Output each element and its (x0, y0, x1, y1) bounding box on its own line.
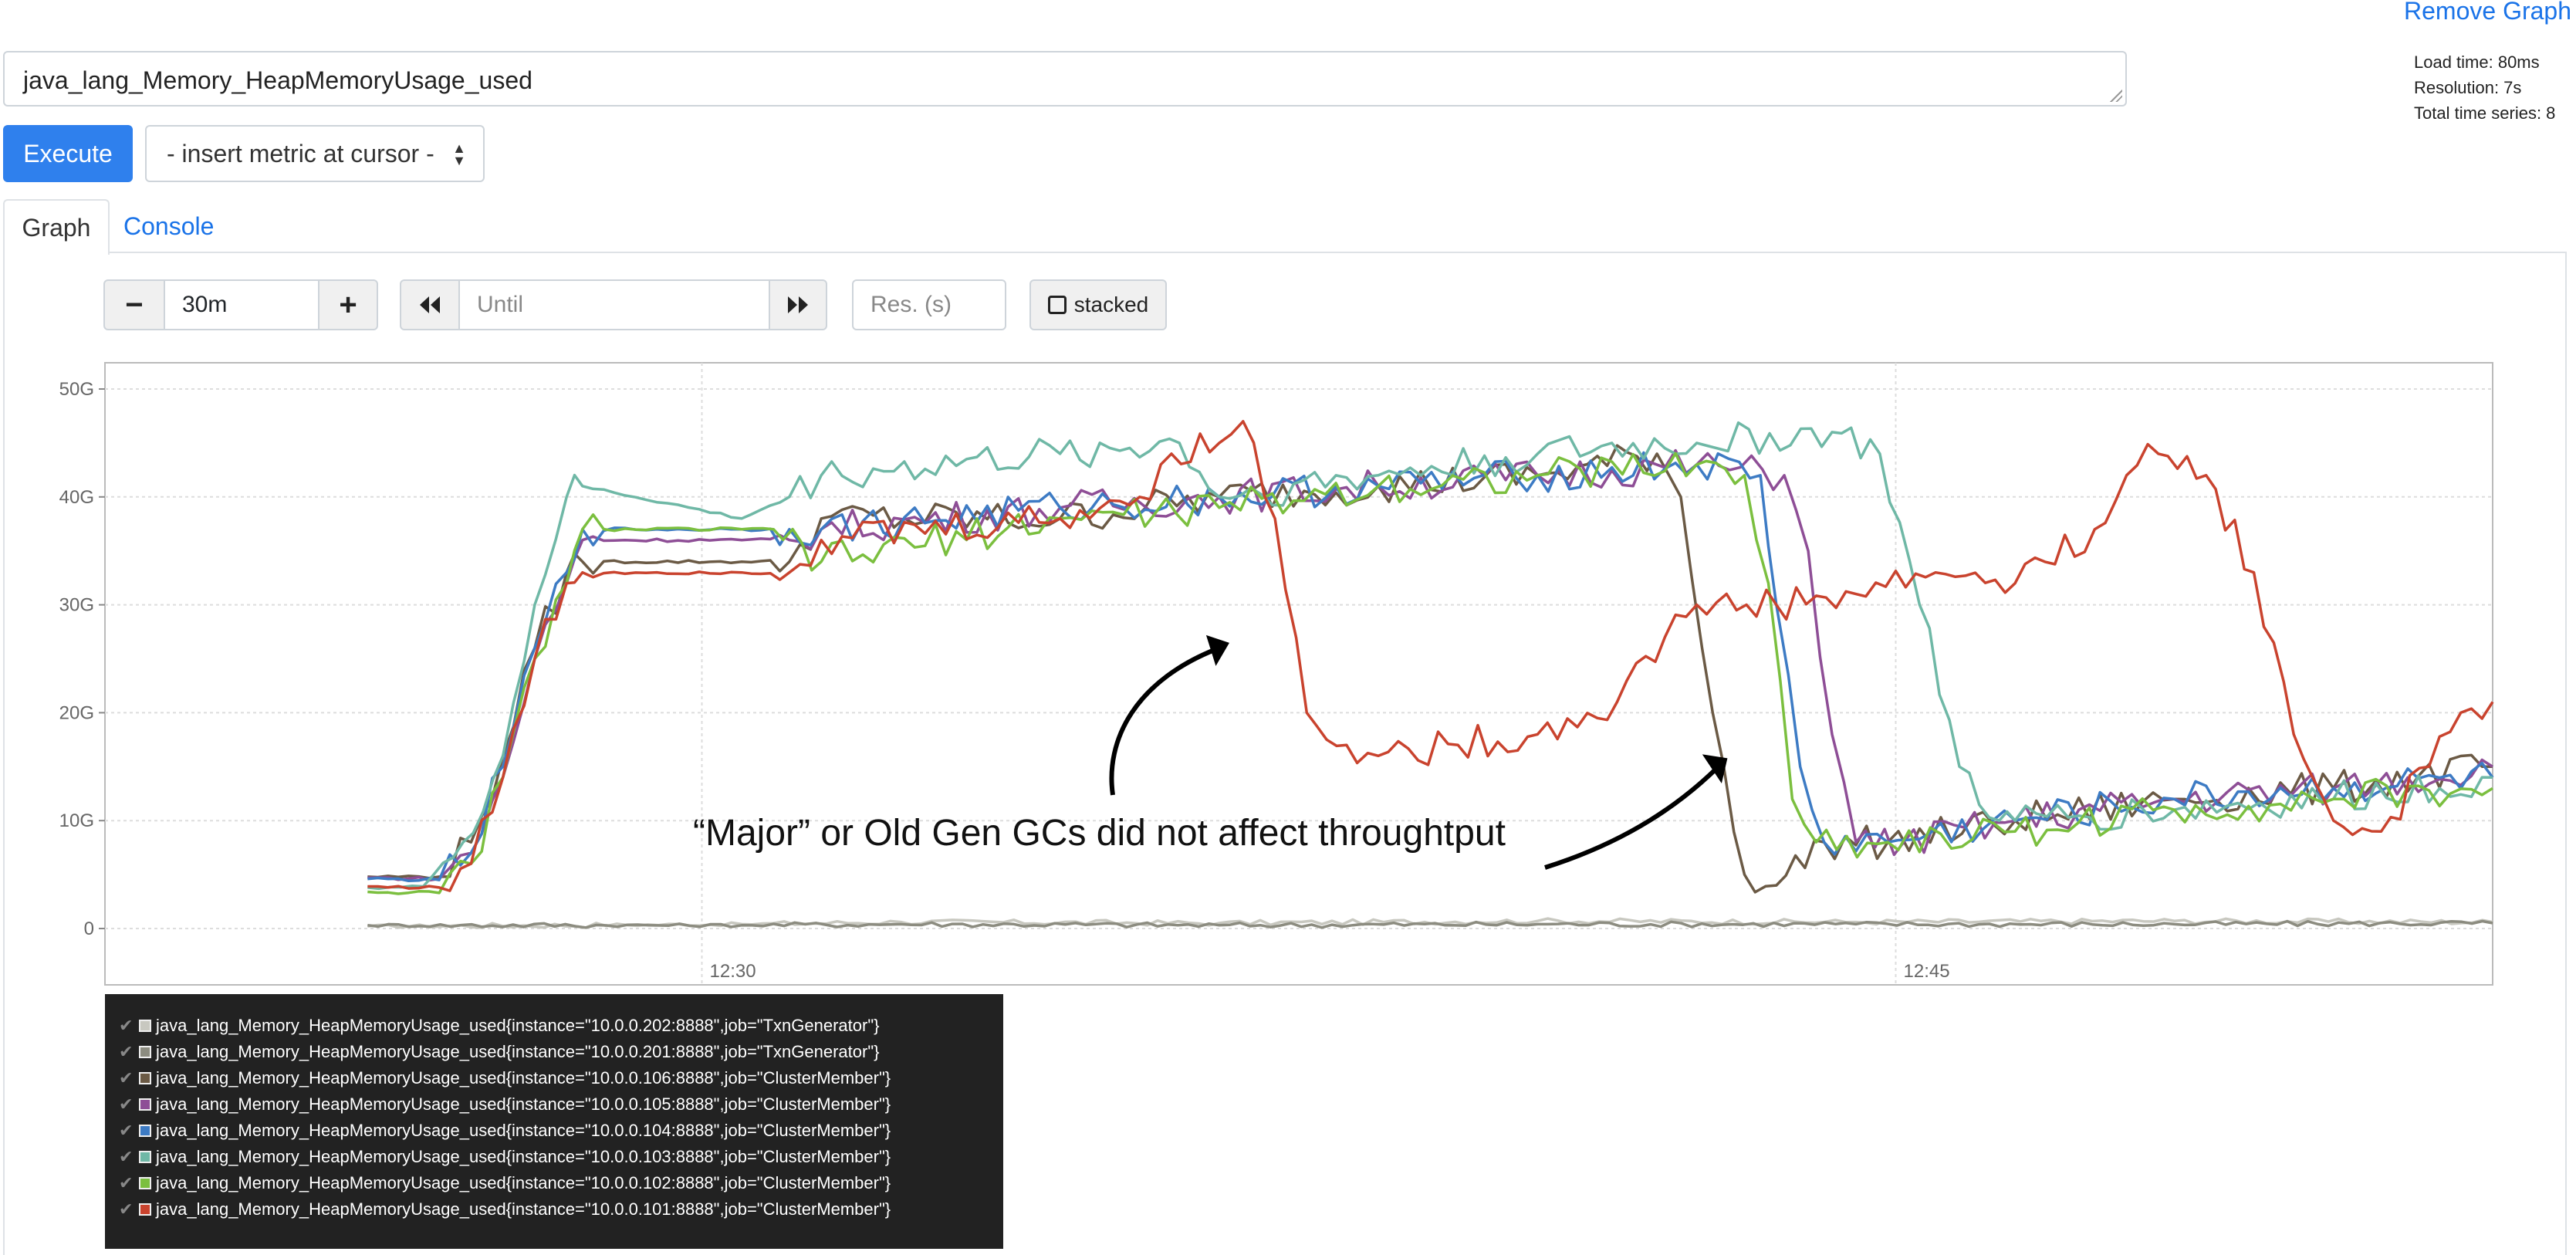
time-back-button[interactable] (400, 279, 460, 330)
legend-item[interactable]: ✔ java_lang_Memory_HeapMemoryUsage_used{i… (119, 1065, 1003, 1091)
legend-label: java_lang_Memory_HeapMemoryUsage_used{in… (156, 1199, 891, 1219)
y-tick-label: 0 (84, 918, 94, 939)
query-stats: Load time: 80ms Resolution: 7s Total tim… (2414, 49, 2555, 126)
checkmark-icon: ✔ (119, 1199, 134, 1219)
series-line (367, 421, 2493, 891)
heap-usage-chart: 50G 40G 30G 20G 10G 0 12:30 12:45 (59, 362, 2494, 986)
y-tick-label: 20G (59, 702, 94, 723)
select-arrows-icon: ▲ ▼ (452, 140, 466, 168)
gc-annotation-text: “Major” or Old Gen GCs did not affect th… (693, 813, 1506, 854)
series-swatch (139, 1046, 151, 1058)
checkmark-icon: ✔ (119, 1016, 134, 1035)
resolution-input[interactable]: Res. (s) (852, 279, 1006, 330)
y-tick-label: 30G (59, 595, 94, 616)
legend-label: java_lang_Memory_HeapMemoryUsage_used{in… (156, 1147, 891, 1166)
legend-item[interactable]: ✔ java_lang_Memory_HeapMemoryUsage_used{i… (119, 1091, 1003, 1118)
y-tick-label: 40G (59, 487, 94, 508)
y-tick-label: 10G (59, 810, 94, 831)
until-input[interactable]: Until (458, 279, 770, 330)
expression-text: java_lang_Memory_HeapMemoryUsage_used (23, 66, 532, 94)
checkmark-icon: ✔ (119, 1173, 134, 1192)
double-left-chevron-icon (420, 296, 440, 313)
remove-graph-link[interactable]: Remove Graph (2404, 0, 2571, 25)
stacked-label: stacked (1073, 293, 1149, 316)
tab-graph[interactable]: Graph (3, 199, 110, 255)
range-input[interactable]: 30m (164, 279, 319, 330)
legend-label: java_lang_Memory_HeapMemoryUsage_used{in… (156, 1173, 891, 1192)
series-line (367, 444, 2493, 894)
annotation-arrows (1109, 634, 1728, 870)
series-swatch (139, 1098, 151, 1111)
execute-button[interactable]: Execute (3, 125, 133, 182)
resolution-text: Resolution: 7s (2414, 78, 2522, 97)
graph-panel (3, 252, 2567, 1255)
insert-metric-label: - insert metric at cursor - (167, 139, 434, 167)
checkbox-icon (1047, 296, 1067, 314)
checkmark-icon: ✔ (119, 1121, 134, 1140)
time-forward-button[interactable] (769, 279, 827, 330)
legend-label: java_lang_Memory_HeapMemoryUsage_used{in… (156, 1068, 891, 1088)
series-swatch (139, 1020, 151, 1032)
load-time-text: Load time: 80ms (2414, 52, 2540, 72)
double-right-chevron-icon (788, 296, 808, 313)
legend-label: java_lang_Memory_HeapMemoryUsage_used{in… (156, 1094, 891, 1114)
legend-item[interactable]: ✔ java_lang_Memory_HeapMemoryUsage_used{i… (119, 1196, 1003, 1223)
series-swatch (139, 1072, 151, 1084)
resize-grip-icon[interactable] (2110, 90, 2122, 102)
checkmark-icon: ✔ (119, 1042, 134, 1061)
series-line (367, 919, 2493, 929)
tab-console[interactable]: Console (123, 211, 215, 240)
plot-frame (104, 362, 2493, 986)
range-increase-button[interactable]: + (318, 279, 378, 330)
legend-item[interactable]: ✔ java_lang_Memory_HeapMemoryUsage_used{i… (119, 1039, 1003, 1065)
series-swatch (139, 1203, 151, 1216)
series-swatch (139, 1151, 151, 1163)
chart-legend: ✔ java_lang_Memory_HeapMemoryUsage_used{i… (105, 994, 1003, 1249)
series-swatch (139, 1125, 151, 1137)
total-series-text: Total time series: 8 (2414, 103, 2556, 123)
insert-metric-select[interactable]: - insert metric at cursor - ▲ ▼ (145, 125, 485, 182)
stacked-toggle-button[interactable]: stacked (1029, 279, 1167, 330)
legend-label: java_lang_Memory_HeapMemoryUsage_used{in… (156, 1121, 891, 1140)
expression-input[interactable]: java_lang_Memory_HeapMemoryUsage_used (3, 51, 2127, 107)
checkmark-icon: ✔ (119, 1094, 134, 1114)
legend-item[interactable]: ✔ java_lang_Memory_HeapMemoryUsage_used{i… (119, 1013, 1003, 1039)
series-swatch (139, 1177, 151, 1189)
legend-item[interactable]: ✔ java_lang_Memory_HeapMemoryUsage_used{i… (119, 1144, 1003, 1170)
series-line (367, 448, 2493, 882)
legend-label: java_lang_Memory_HeapMemoryUsage_used{in… (156, 1016, 880, 1035)
legend-item[interactable]: ✔ java_lang_Memory_HeapMemoryUsage_used{i… (119, 1118, 1003, 1144)
x-tick-label: 12:45 (1904, 961, 1950, 982)
checkmark-icon: ✔ (119, 1147, 134, 1166)
series-line (367, 452, 2493, 895)
x-tick-label: 12:30 (710, 961, 756, 982)
legend-item[interactable]: ✔ java_lang_Memory_HeapMemoryUsage_used{i… (119, 1170, 1003, 1196)
range-decrease-button[interactable]: − (103, 279, 165, 330)
y-tick-label: 50G (59, 379, 94, 400)
legend-label: java_lang_Memory_HeapMemoryUsage_used{in… (156, 1042, 880, 1061)
series-line (367, 420, 2494, 892)
checkmark-icon: ✔ (119, 1068, 134, 1088)
